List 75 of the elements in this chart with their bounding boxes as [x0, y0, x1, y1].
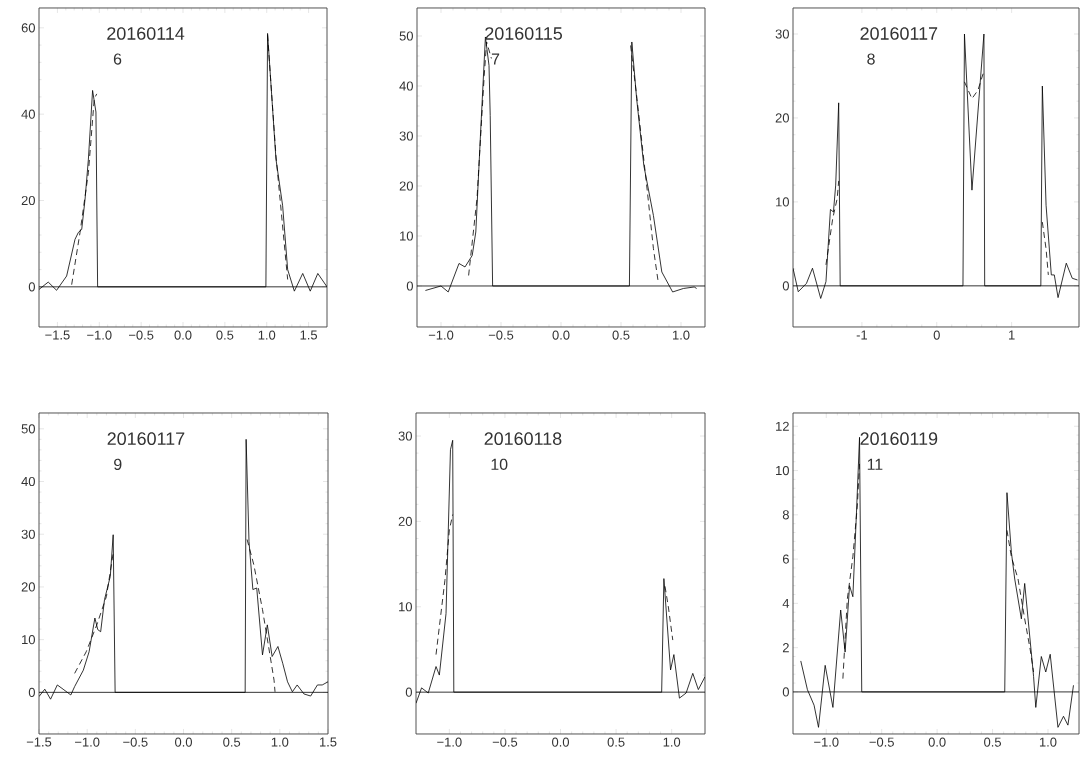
y-tick-label: 20: [775, 113, 789, 123]
text: 20160115: [485, 27, 563, 40]
y-tick-label: 12: [776, 421, 789, 431]
x-tick-label: 1: [1009, 330, 1015, 340]
y-tick-label: 40: [21, 476, 35, 487]
y-tick-label: 40: [399, 81, 413, 91]
text: 10: [491, 458, 508, 470]
y-tick-label: 10: [400, 231, 413, 241]
x-tick-label: −0.5: [129, 330, 154, 340]
x-tick-label: −0.5: [123, 737, 148, 747]
y-tick-label: 50: [21, 424, 35, 434]
x-tick-label: 0.0: [552, 737, 570, 747]
y-tick-label: 4: [782, 598, 790, 608]
y-tick-label: 10: [399, 602, 412, 612]
x-tick-label: −1.5: [26, 737, 52, 747]
x-tick-label: −1.0: [75, 737, 100, 747]
text: 8: [867, 53, 875, 65]
x-tick-label: −1.0: [87, 330, 112, 340]
x-tick-label: −1.5: [45, 330, 70, 340]
x-tick-label: 1.0: [258, 330, 276, 340]
x-tick-label: 1.0: [672, 330, 690, 340]
x-tick-label: 0.0: [175, 737, 193, 747]
text: 20160119: [860, 432, 938, 446]
x-tick-label: 1.0: [1039, 737, 1057, 747]
x-tick-label: 0.0: [552, 330, 570, 340]
x-tick-label: 0.5: [607, 737, 625, 747]
y-tick-label: 0: [28, 687, 35, 697]
y-tick-label: 60: [21, 23, 35, 33]
text: 20160117: [860, 27, 938, 40]
y-tick-label: 10: [776, 197, 789, 207]
x-tick-label: 0.5: [216, 330, 234, 340]
text: 11: [867, 458, 883, 470]
x-tick-label: 1.5: [300, 330, 318, 340]
text: 20160117: [107, 432, 185, 446]
x-tick-label: −1.0: [437, 737, 462, 747]
x-tick-label: 0.5: [612, 330, 630, 340]
x-tick-label: −0.5: [488, 330, 514, 340]
y-tick-label: 20: [21, 582, 35, 592]
x-tick-label: 0.5: [223, 737, 241, 747]
y-tick-label: 6: [782, 554, 789, 564]
y-tick-label: 30: [399, 131, 413, 141]
text: 7: [491, 53, 500, 65]
y-tick-label: 8: [782, 510, 789, 520]
x-tick-label: 0.0: [928, 737, 946, 747]
x-tick-label: 0.5: [984, 737, 1002, 747]
y-tick-label: 0: [406, 281, 413, 291]
x-tick-label: −0.5: [492, 737, 518, 747]
y-tick-label: 0: [782, 281, 789, 291]
y-tick-label: 20: [21, 195, 35, 206]
y-tick-label: 0: [782, 687, 789, 697]
y-tick-label: 10: [776, 465, 789, 476]
y-tick-label: 2: [782, 643, 789, 653]
x-tick-label: -1: [856, 330, 868, 340]
y-tick-label: 30: [21, 529, 35, 539]
text: 20160118: [484, 432, 562, 446]
x-tick-label: −1.0: [428, 330, 454, 340]
text: 20160114: [107, 27, 185, 40]
y-tick-label: 10: [22, 635, 35, 645]
y-tick-label: 20: [398, 516, 412, 526]
y-tick-label: 30: [398, 431, 412, 441]
x-tick-label: 0.0: [174, 330, 192, 340]
x-tick-label: 1.5: [319, 737, 337, 747]
x-tick-label: −1.0: [814, 737, 839, 747]
x-tick-label: −0.5: [869, 737, 894, 747]
y-tick-label: 0: [405, 687, 412, 697]
x-tick-label: 0: [933, 330, 940, 340]
y-tick-label: 40: [21, 109, 35, 119]
text: 6: [113, 53, 122, 65]
y-tick-label: 50: [399, 31, 413, 41]
x-tick-label: 1.0: [663, 737, 681, 747]
y-tick-label: 20: [399, 181, 413, 191]
x-tick-label: 1.0: [271, 737, 289, 747]
y-tick-label: 30: [775, 29, 789, 39]
y-tick-label: 0: [28, 282, 35, 292]
text: 9: [114, 458, 122, 470]
